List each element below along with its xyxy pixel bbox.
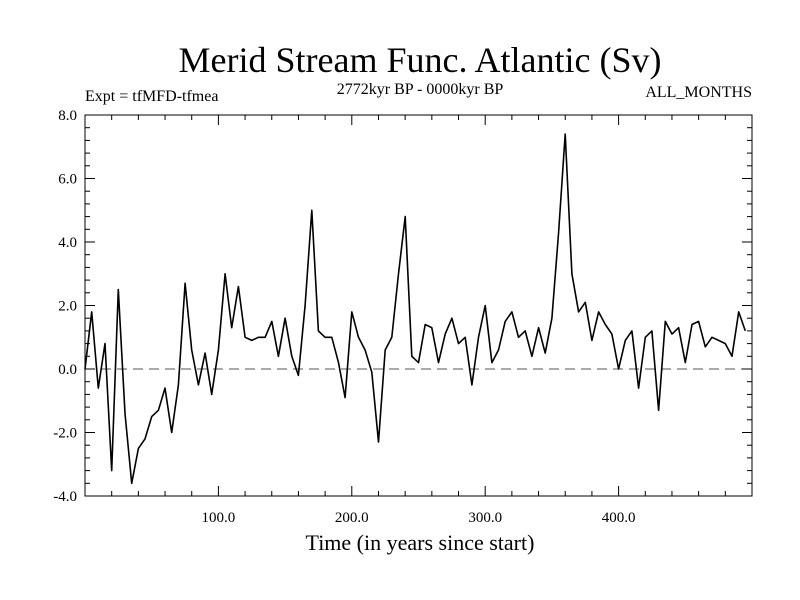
- experiment-label: Expt = tfMFD-tfmea: [85, 88, 218, 105]
- y-tick-label: 8.0: [58, 108, 77, 124]
- months-label: ALL_MONTHS: [645, 84, 752, 101]
- series-line: [84, 133, 747, 485]
- x-tick-label: 100.0: [202, 510, 236, 526]
- chart-title: Merid Stream Func. Atlantic (Sv): [179, 40, 662, 80]
- y-tick-label: -2.0: [53, 426, 77, 442]
- period-label: 2772kyr BP - 0000kyr BP: [337, 81, 504, 98]
- y-tick-label: 0.0: [58, 362, 77, 378]
- plot-frame: [84, 114, 753, 497]
- y-tick-label: 2.0: [58, 299, 77, 315]
- x-tick-label: 400.0: [602, 510, 636, 526]
- y-tick-label: 4.0: [58, 235, 77, 251]
- x-axis-label: Time (in years since start): [306, 530, 535, 555]
- y-tick-label: -4.0: [53, 489, 77, 505]
- x-tick-label: 200.0: [335, 510, 369, 526]
- y-tick-label: 6.0: [58, 172, 77, 188]
- x-tick-label: 300.0: [468, 510, 502, 526]
